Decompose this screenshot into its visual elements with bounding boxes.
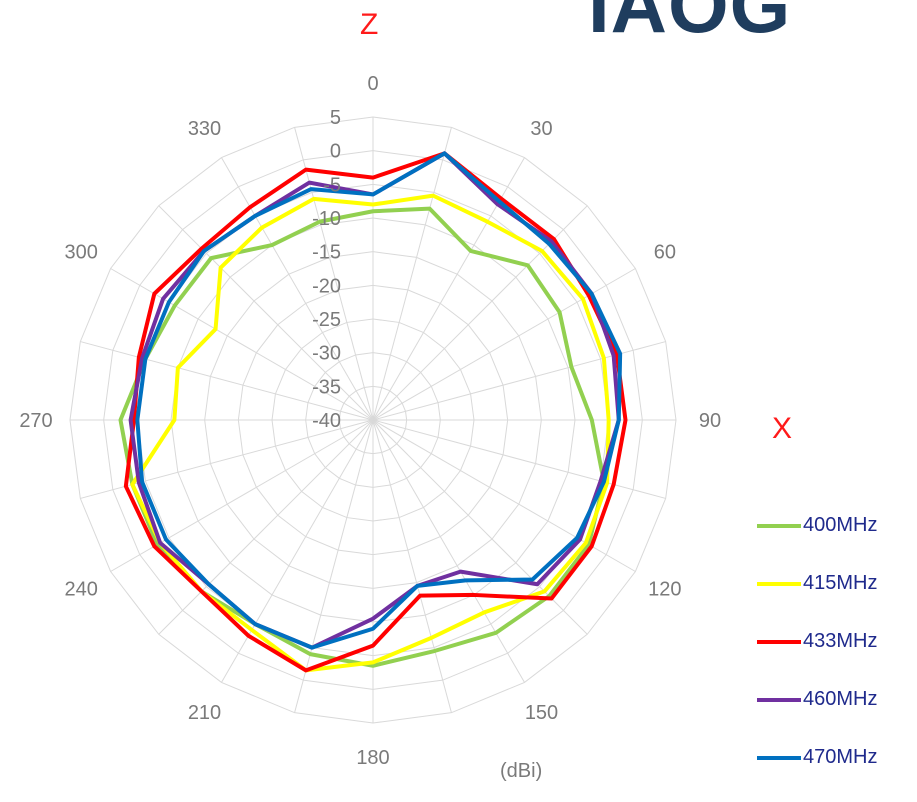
legend-swatch	[757, 697, 801, 702]
series-line-400mhz	[118, 206, 606, 668]
series-line-470mhz	[135, 151, 623, 650]
radial-tick-label: -35	[312, 376, 341, 398]
grid-spoke	[158, 205, 374, 421]
unit-label: (dBi)	[500, 760, 543, 782]
legend-swatch	[757, 581, 801, 586]
grid-spoke	[372, 419, 666, 499]
legend-item: 460MHz	[757, 686, 877, 713]
grid-spoke	[372, 419, 452, 713]
legend-label: 470MHz	[803, 746, 878, 768]
series-line-460mhz	[128, 151, 621, 650]
x-axis-label: X	[772, 412, 793, 445]
legend-swatch	[757, 755, 801, 760]
legend-item: 470MHz	[757, 744, 877, 771]
series-line-433mhz	[123, 151, 628, 673]
z-axis-label: Z	[360, 8, 379, 41]
angle-tick-label: 90	[699, 410, 721, 432]
angle-tick-label: 180	[356, 747, 389, 769]
polar-grid	[69, 116, 677, 724]
radial-tick-label: -5	[323, 174, 341, 196]
angle-tick-label: 210	[188, 702, 221, 724]
radial-tick-label: -15	[312, 242, 341, 264]
grid-spoke	[372, 419, 588, 635]
series-line-415mhz	[130, 193, 611, 673]
tick-labels: 0 30 60 90 120 150 180 210 240 270 300 330 5 0 -5 -10 -1…	[19, 73, 721, 769]
legend-label: 433MHz	[803, 630, 878, 652]
legend-item: 433MHz	[757, 628, 877, 655]
grid-spoke	[80, 419, 374, 499]
grid-spoke	[294, 419, 374, 713]
angle-tick-label: 150	[525, 702, 558, 724]
brand-logo: IAOG	[588, 0, 792, 49]
grid-spoke	[372, 419, 525, 683]
grid-spoke	[294, 127, 374, 421]
angle-tick-label: 30	[530, 118, 552, 140]
angle-tick-label: 240	[64, 579, 97, 601]
radial-tick-label: -10	[312, 208, 341, 230]
angle-tick-label: 0	[367, 73, 378, 95]
angle-tick-label: 270	[19, 410, 52, 432]
radial-tick-label: -20	[312, 275, 341, 297]
legend-swatch	[757, 523, 801, 528]
angle-tick-label: 300	[64, 242, 97, 264]
legend: 400MHz 415MHz 433MHz 460MHz 470MHz	[757, 512, 877, 802]
angle-tick-label: 330	[188, 118, 221, 140]
radial-tick-label: 5	[330, 107, 341, 129]
legend-label: 400MHz	[803, 514, 878, 536]
grid-spoke	[372, 127, 452, 421]
legend-item: 400MHz	[757, 512, 877, 539]
legend-swatch	[757, 639, 801, 644]
radial-tick-label: -25	[312, 309, 341, 331]
angle-tick-label: 60	[654, 242, 676, 264]
grid-spoke	[221, 157, 374, 421]
series-layer	[118, 151, 628, 673]
radial-tick-label: -30	[312, 343, 341, 365]
legend-label: 460MHz	[803, 688, 878, 710]
radial-tick-label: -40	[312, 410, 341, 432]
legend-item: 415MHz	[757, 570, 877, 597]
angle-tick-label: 120	[648, 579, 681, 601]
grid-spoke	[80, 341, 374, 421]
grid-spoke	[221, 419, 374, 683]
radial-tick-label: 0	[330, 141, 341, 163]
grid-spoke	[158, 419, 374, 635]
legend-label: 415MHz	[803, 572, 878, 594]
